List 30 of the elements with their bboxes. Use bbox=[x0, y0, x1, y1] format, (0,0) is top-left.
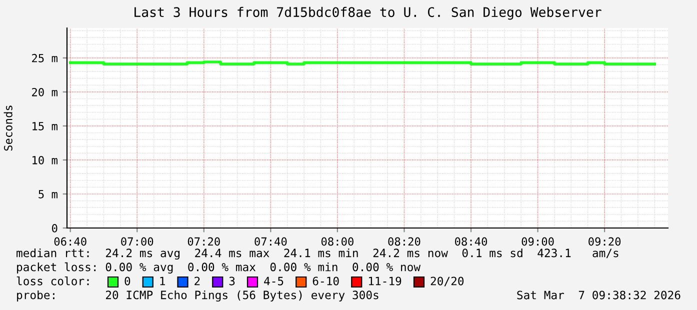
text: median rtt: 24.2 ms avg 24.4 ms max 24.1 ms min 24.2 ms now 0.1 ms sd 423.1 am/s bbox=[16, 248, 618, 260]
legend-label: 2 bbox=[194, 276, 200, 286]
text: Sat Mar 7 09:38:32 2026 bbox=[517, 290, 680, 300]
y-axis-title: Seconds bbox=[4, 106, 12, 151]
legend-label: 0 bbox=[124, 276, 130, 286]
x-tick-label: 08:20 bbox=[388, 237, 420, 246]
text: probe: 20 ICMP Echo Pings (56 Bytes) every 300s bbox=[17, 290, 378, 302]
y-tick-label: 5 m bbox=[38, 190, 58, 198]
y-tick-label: 0 bbox=[52, 224, 58, 232]
legend-label: 4-5 bbox=[264, 276, 284, 286]
x-tick-label: 06:40 bbox=[54, 237, 86, 246]
x-tick-label: 07:40 bbox=[254, 237, 287, 246]
legend-label: 3 bbox=[229, 276, 235, 286]
y-tick-label: 20 m bbox=[32, 88, 58, 96]
x-tick-label: 08:40 bbox=[455, 237, 488, 246]
legend-label: 6-10 bbox=[312, 276, 339, 286]
legend-label: 20/20 bbox=[430, 276, 464, 286]
legend-title: loss color: bbox=[16, 276, 89, 286]
y-tick-label: 15 m bbox=[32, 122, 58, 130]
x-tick-label: 07:00 bbox=[121, 237, 154, 246]
x-tick-label: 07:20 bbox=[188, 237, 220, 246]
y-tick-label: 25 m bbox=[32, 54, 58, 62]
x-tick-label: 09:20 bbox=[588, 237, 621, 246]
legend-label: 1 bbox=[160, 276, 165, 286]
chart-title: Last 3 Hours from 7d15bdc0f8ae to U. C. San Diego Webserver bbox=[134, 6, 602, 20]
legend-label: 11-19 bbox=[368, 276, 402, 286]
x-tick-label: 08:00 bbox=[321, 237, 354, 246]
text: packet loss: 0.00 % avg 0.00 % max 0.00 % min 0.00 % now bbox=[17, 262, 421, 274]
y-tick-label: 10 m bbox=[32, 156, 58, 164]
x-tick-label: 09:00 bbox=[522, 237, 554, 246]
